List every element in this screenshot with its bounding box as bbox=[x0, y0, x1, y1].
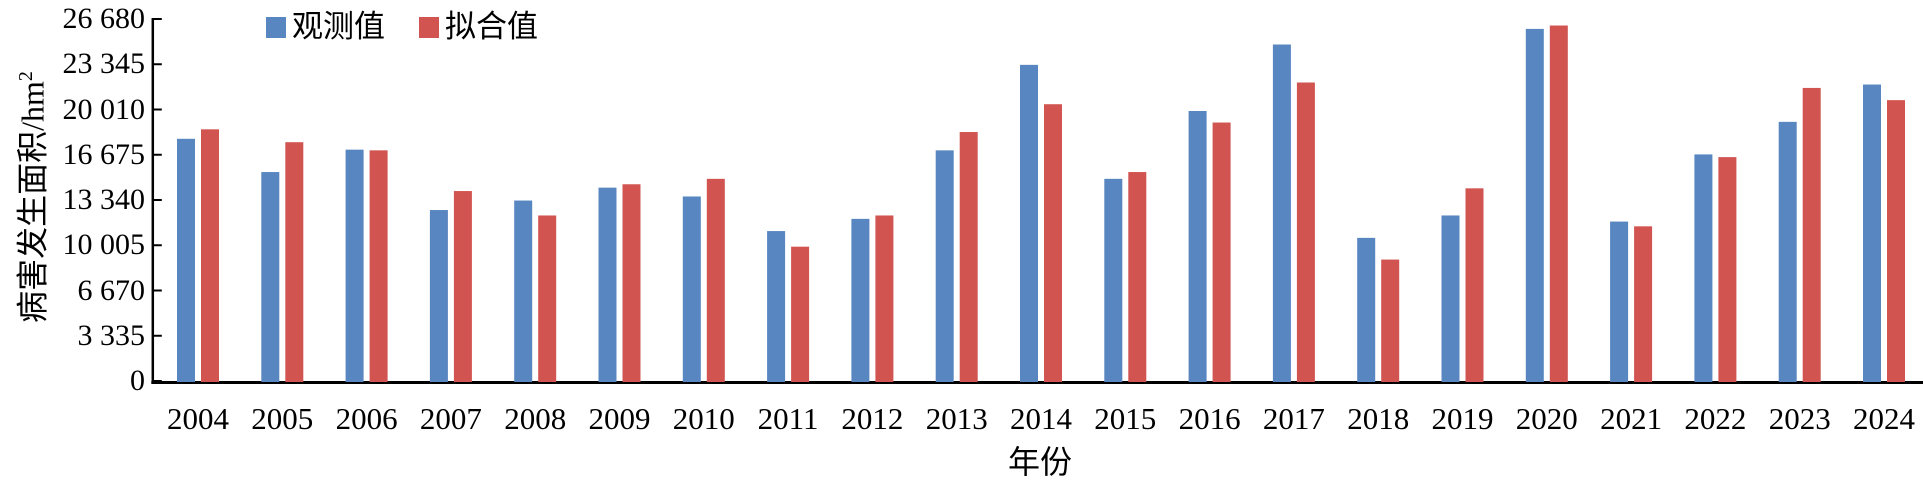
bar-observed-2010 bbox=[682, 196, 701, 382]
bar-observed-2009 bbox=[598, 187, 617, 382]
bar-observed-2018 bbox=[1357, 237, 1376, 382]
bar-observed-2023 bbox=[1778, 121, 1797, 382]
x-tick-label-2006: 2006 bbox=[335, 401, 398, 436]
bar-fitted-2006 bbox=[369, 150, 388, 382]
x-tick-label-2007: 2007 bbox=[419, 401, 482, 436]
legend: 观测值 拟合值 bbox=[266, 11, 538, 43]
x-tick-label-2009: 2009 bbox=[588, 401, 651, 436]
x-tick-label-2013: 2013 bbox=[925, 401, 988, 436]
bar-observed-2021 bbox=[1610, 221, 1629, 382]
bar-fitted-2008 bbox=[538, 215, 557, 382]
x-tick-label-2024: 2024 bbox=[1853, 401, 1915, 436]
bar-fitted-2022 bbox=[1718, 157, 1737, 382]
bar-fitted-2016 bbox=[1212, 122, 1231, 383]
bar-fitted-2024 bbox=[1887, 100, 1905, 382]
y-tick-label: 13 340 bbox=[62, 183, 146, 216]
x-tick-label-2015: 2015 bbox=[1094, 401, 1157, 436]
bar-fitted-2019 bbox=[1465, 188, 1484, 382]
x-tick-label-2004: 2004 bbox=[167, 401, 229, 436]
x-tick-label-2010: 2010 bbox=[672, 401, 735, 436]
bar-observed-2020 bbox=[1525, 28, 1544, 383]
x-tick-label-2018: 2018 bbox=[1347, 401, 1410, 436]
bar-observed-2008 bbox=[514, 200, 533, 382]
bar-observed-2004 bbox=[177, 138, 195, 382]
bar-fitted-2021 bbox=[1634, 226, 1653, 382]
x-tick-label-2020: 2020 bbox=[1515, 401, 1578, 436]
bar-observed-2024 bbox=[1863, 84, 1881, 382]
y-tick-label: 23 345 bbox=[62, 47, 146, 81]
bar-observed-2013 bbox=[935, 150, 954, 382]
y-tick-label: 16 675 bbox=[62, 137, 146, 171]
y-tick-label: 6 670 bbox=[77, 273, 146, 307]
legend-item-observed: 观测值 bbox=[266, 11, 385, 43]
x-tick-label-2021: 2021 bbox=[1600, 401, 1663, 436]
x-tick-label-2023: 2023 bbox=[1768, 401, 1831, 436]
x-tick-label-2011: 2011 bbox=[757, 401, 819, 436]
bar-fitted-2020 bbox=[1549, 25, 1568, 382]
x-tick-label-2016: 2016 bbox=[1178, 401, 1241, 436]
x-tick-label-2008: 2008 bbox=[504, 401, 567, 436]
bar-observed-2019 bbox=[1441, 215, 1460, 382]
legend-label-observed: 观测值 bbox=[292, 9, 385, 44]
bar-observed-2022 bbox=[1694, 154, 1713, 382]
bar-observed-2017 bbox=[1272, 44, 1291, 383]
bar-observed-2012 bbox=[851, 218, 870, 382]
legend-label-fitted: 拟合值 bbox=[445, 9, 538, 44]
legend-item-fitted: 拟合值 bbox=[419, 11, 538, 43]
bar-observed-2006 bbox=[345, 149, 364, 382]
legend-swatch-observed-icon bbox=[266, 16, 286, 38]
bar-fitted-2011 bbox=[791, 246, 810, 382]
y-tick-label: 20 010 bbox=[62, 92, 146, 126]
bar-fitted-2017 bbox=[1296, 82, 1315, 382]
bar-fitted-2013 bbox=[959, 132, 978, 382]
x-tick-label-2005: 2005 bbox=[251, 401, 314, 436]
x-tick-label-2017: 2017 bbox=[1262, 401, 1325, 436]
bar-observed-2011 bbox=[767, 231, 786, 382]
bar-fitted-2010 bbox=[706, 178, 725, 382]
bar-fitted-2015 bbox=[1128, 172, 1147, 382]
y-tick-label: 0 bbox=[130, 364, 145, 397]
y-tick-label: 26 680 bbox=[62, 2, 146, 35]
x-tick-label-2019: 2019 bbox=[1431, 401, 1494, 436]
x-tick-label-2014: 2014 bbox=[1010, 401, 1072, 436]
x-axis-title: 年份 bbox=[1007, 444, 1072, 480]
bar-observed-2014 bbox=[1020, 64, 1038, 383]
bar-fitted-2004 bbox=[201, 129, 219, 382]
bar-observed-2015 bbox=[1104, 178, 1123, 382]
y-tick-label: 10 005 bbox=[62, 228, 146, 262]
bar-observed-2007 bbox=[429, 210, 448, 382]
bar-fitted-2018 bbox=[1381, 259, 1400, 382]
bar-fitted-2007 bbox=[453, 191, 472, 382]
x-tick-label-2012: 2012 bbox=[841, 401, 904, 436]
bar-fitted-2005 bbox=[285, 142, 304, 382]
bar-fitted-2009 bbox=[622, 184, 641, 382]
x-tick-label-2022: 2022 bbox=[1684, 401, 1747, 436]
bar-observed-2016 bbox=[1188, 110, 1207, 383]
bar-fitted-2023 bbox=[1802, 87, 1821, 382]
bar-fitted-2012 bbox=[875, 215, 894, 382]
legend-swatch-fitted-icon bbox=[419, 16, 439, 38]
y-tick-label: 3 335 bbox=[77, 318, 146, 352]
bar-observed-2005 bbox=[261, 172, 280, 382]
bar-fitted-2014 bbox=[1044, 104, 1062, 382]
